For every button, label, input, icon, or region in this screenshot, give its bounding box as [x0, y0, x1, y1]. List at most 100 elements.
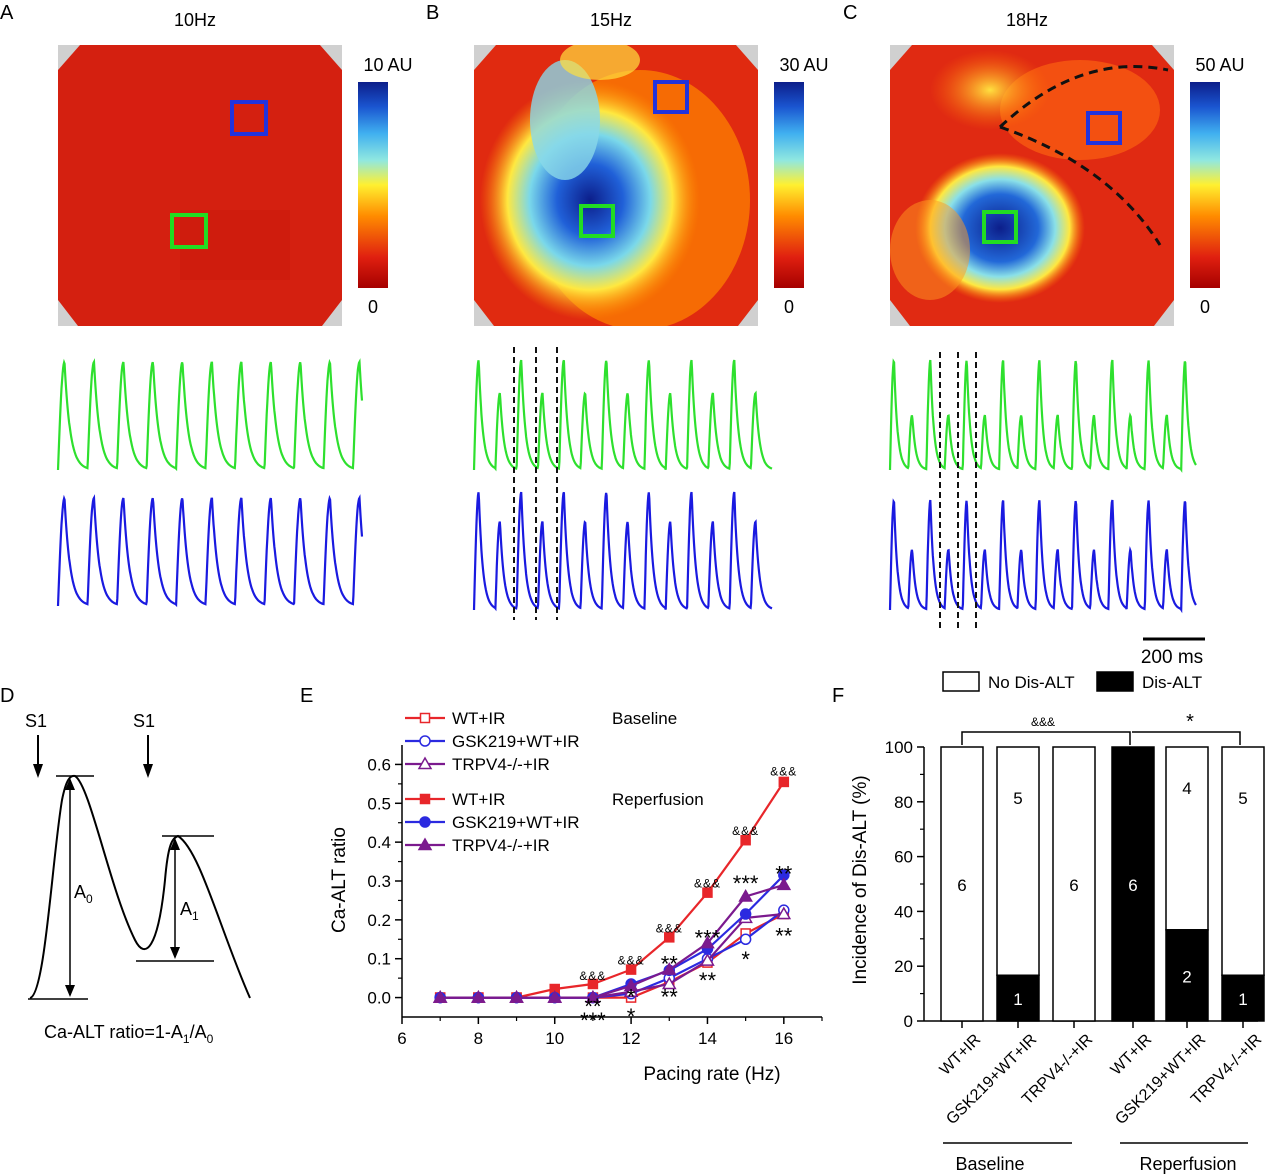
- significance-marker-star: **: [661, 951, 679, 976]
- significance-bracket-left: [961, 731, 1131, 745]
- bar-count-no-dis-alt: 6: [957, 876, 966, 895]
- bar-no-dis-alt: [1052, 746, 1096, 1022]
- legend-label-no-dis-alt: No Dis-ALT: [988, 673, 1075, 692]
- stimulus-label-1: S1: [25, 711, 47, 731]
- frequency-label-a: 10Hz: [174, 10, 216, 30]
- x-tick-label: GSK219+WT+IR: [1112, 1031, 1209, 1128]
- roi-blue-c: [1086, 111, 1122, 145]
- bar-no-dis-alt: [1165, 746, 1209, 931]
- trace-green-c: [888, 358, 1197, 473]
- x-axis-label: Pacing rate (Hz): [643, 1064, 780, 1085]
- data-point-reperfusion-trpv4-ir: [547, 990, 563, 1003]
- legend-marker-reperfusion-gsk219-wt-ir: [419, 816, 431, 828]
- bar-count-dis-alt: 2: [1182, 967, 1191, 986]
- significance-marker-star: ***: [695, 925, 721, 950]
- bar-dis-alt: [1221, 974, 1265, 1022]
- y-axis-label: Ca-ALT ratio: [329, 827, 350, 933]
- colorbar-min-c: 0: [1200, 297, 1210, 317]
- ratio-formula: Ca-ALT ratio=1-A1/A0: [44, 1022, 214, 1046]
- significance-marker-star: **: [699, 968, 717, 993]
- legend-label-reperfusion-wt-ir: WT+IR: [452, 790, 505, 809]
- boundary-line-lower: [999, 125, 1162, 246]
- y-tick-label: 100: [885, 738, 913, 757]
- trace-green-a: [56, 358, 364, 472]
- colorbar-c: [1190, 82, 1220, 288]
- legend-label-baseline-gsk219-wt-ir: GSK219+WT+IR: [452, 732, 580, 751]
- significance-marker-star: **: [661, 985, 679, 1010]
- panel-c: C 18Hz 50 AU 0: [843, 2, 1245, 326]
- data-point-reperfusion-trpv4-ir: [623, 978, 639, 992]
- data-point-baseline-trpv4-ir: [700, 953, 715, 966]
- bar-count-no-dis-alt: 5: [1238, 789, 1247, 808]
- legend-label-dis-alt: Dis-ALT: [1142, 673, 1202, 692]
- data-point-baseline-trpv4-ir: [661, 976, 677, 990]
- legend-label-baseline-trpv4-ir: TRPV4-/-+IR: [452, 755, 550, 774]
- roi-blue-b: [653, 80, 689, 114]
- x-tick-label: 10: [545, 1029, 564, 1048]
- bar-count-no-dis-alt: 6: [1069, 876, 1078, 895]
- x-tick-label: WT+IR: [1108, 1031, 1156, 1079]
- panel-d: D S1 S1 A0 A1 Ca-ALT ratio=1-A1/A0: [0, 685, 251, 1046]
- data-point-reperfusion-wt-ir: [778, 776, 790, 788]
- legend-label-reperfusion-gsk219-wt-ir: GSK219+WT+IR: [452, 813, 580, 832]
- significance-marker-star: ***: [733, 871, 759, 896]
- line-chart-axes: 6 8 10 12 14 16 0.0 0.1 0.2 0.3 0.4 0.5 0.6 Pacing ra…: [329, 745, 823, 1085]
- panel-letter-e: E: [300, 685, 313, 707]
- x-tick-label: 6: [397, 1029, 406, 1048]
- data-point-reperfusion-wt-ir: [740, 834, 751, 846]
- series-line-reperfusion-trpv4-ir: [440, 883, 785, 999]
- x-tick-label: 8: [474, 1029, 483, 1048]
- x-tick-label: WT+IR: [937, 1031, 985, 1079]
- bar-count-no-dis-alt: 4: [1182, 779, 1191, 798]
- data-point-reperfusion-trpv4-ir: [661, 962, 677, 975]
- data-point-reperfusion-trpv4-ir: [700, 935, 715, 949]
- significance-marker-star: *: [627, 1004, 636, 1029]
- legend-marker-reperfusion-trpv4-ir: [417, 837, 433, 851]
- roi-green-a: [170, 213, 208, 249]
- colorbar-a: [358, 82, 388, 288]
- y-tick-label: 0.5: [367, 794, 391, 813]
- data-point-reperfusion-wt-ir: [587, 978, 599, 990]
- bar-count-dis-alt: 1: [1013, 990, 1022, 1009]
- x-tick-label: 14: [698, 1029, 717, 1048]
- y-tick-label: 0.3: [367, 872, 391, 891]
- line-chart-legend: WT+IR GSK219+WT+IR TRPV4-/-+IR WT+IR GSK219+…: [405, 709, 580, 855]
- panel-letter-f: F: [832, 685, 844, 707]
- legend-group-baseline: Baseline: [612, 709, 677, 728]
- boundary-line-upper: [998, 65, 1169, 129]
- data-point-reperfusion-trpv4-ir: [585, 990, 601, 1003]
- roi-green-c: [982, 210, 1018, 244]
- y-tick-label: 0.1: [367, 950, 391, 969]
- legend-swatch-no-dis-alt: [942, 671, 980, 692]
- y-tick-label: 20: [894, 957, 913, 976]
- frequency-label-b: 15Hz: [590, 10, 632, 30]
- significance-label-right: *: [1186, 711, 1194, 733]
- legend-swatch-dis-alt: [1096, 671, 1134, 692]
- bar-count-dis-alt: 1: [1238, 990, 1247, 1009]
- colorbar-max-a: 10 AU: [363, 55, 412, 75]
- frequency-label-c: 18Hz: [1006, 10, 1048, 30]
- series-line-baseline-gsk219-wt-ir: [440, 909, 785, 999]
- group-label-reperfusion: Reperfusion: [1139, 1154, 1236, 1174]
- legend-label-baseline-wt-ir: WT+IR: [452, 709, 505, 728]
- y-tick-label: 0.2: [367, 911, 391, 930]
- y-tick-label: 0: [904, 1012, 913, 1031]
- dashed-markers-c: [939, 352, 977, 630]
- data-point-reperfusion-wt-ir: [702, 887, 713, 898]
- significance-marker-amp: &&&: [770, 764, 797, 778]
- data-point-baseline-trpv4-ir: [776, 906, 792, 920]
- significance-marker-amp: &&&: [732, 824, 759, 838]
- panel-letter-b: B: [426, 2, 439, 24]
- x-tick-label: 16: [774, 1029, 793, 1048]
- bar-no-dis-alt: [1221, 746, 1265, 976]
- data-point-reperfusion-trpv4-ir: [471, 990, 486, 1003]
- amplitude-label-a1: A1: [180, 899, 199, 923]
- roi-blue-a: [230, 100, 268, 136]
- panel-letter-a: A: [0, 2, 14, 24]
- x-tick-label: 12: [622, 1029, 641, 1048]
- line-chart-series: [432, 776, 792, 1004]
- significance-label-left: &&&: [1031, 715, 1055, 729]
- y-tick-label: 80: [894, 793, 913, 812]
- bar-count-dis-alt: 6: [1128, 876, 1137, 895]
- data-point-reperfusion-trpv4-ir: [738, 889, 753, 902]
